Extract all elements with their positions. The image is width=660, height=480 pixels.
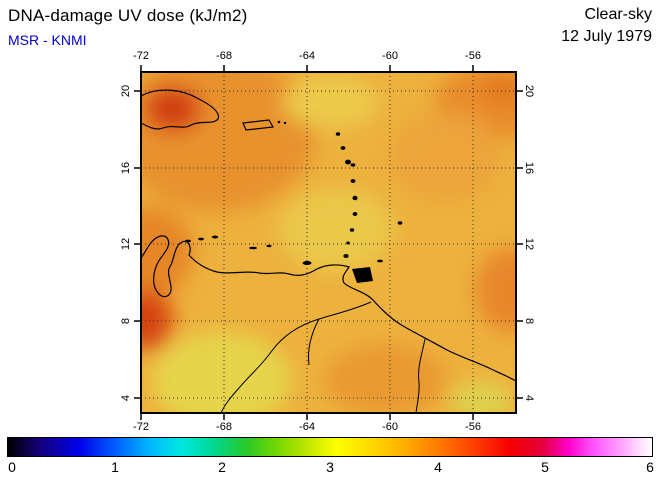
lon-tick-label-bottom: -72 [133,421,149,433]
grenada-island [343,254,349,258]
small-islands [185,120,403,283]
colorbar [7,437,653,457]
colorbar-tick-label: 3 [326,459,334,475]
uv-heatmap-field [141,72,516,413]
lon-tick-label-bottom: -60 [382,421,398,433]
sky-condition-label: Clear-sky [584,6,652,23]
colorbar-tick-label: 6 [646,459,654,475]
source-label: MSR - KNMI [8,32,87,48]
st-vincent-island [349,228,355,232]
lon-tick-label-bottom: -64 [299,421,315,433]
plot-frame [140,71,517,414]
orinoco-river [220,301,372,413]
la-orchila-island [266,244,272,248]
margarita-island [302,261,312,265]
south-america-coastline [141,235,516,382]
barbados-island [397,221,403,225]
curacao-island [198,237,204,241]
lesser-antilles-island [340,146,346,150]
lon-tick-label-bottom: -56 [465,421,481,433]
trinidad-island [352,267,373,283]
orinoco-branch-river [308,318,320,366]
lon-tick-label-top: -56 [465,50,481,62]
colorbar-tick-label: 1 [111,459,119,475]
lon-tick-label-top: -68 [216,50,232,62]
virgin-islands-dot [277,120,281,124]
colorbar-tick-label: 0 [8,459,16,475]
los-roques-island [249,246,257,250]
coastlines [141,89,516,413]
lon-tick-label-top: -64 [299,50,315,62]
tobago-island [377,259,383,263]
bonaire-island [211,235,219,239]
lesser-antilles-island [335,132,341,136]
figure-title: DNA-damage UV dose (kJ/m2) [8,6,248,25]
virgin-islands-dot [283,121,287,125]
essequibo-river [415,338,426,413]
st-lucia-island [352,212,358,216]
guadeloupe-island [345,159,351,165]
dominica-island [350,179,356,183]
grenadines-island [346,241,350,245]
map-panel [134,65,523,420]
colorbar-tick-label: 2 [218,459,226,475]
axis-ticks [134,65,523,420]
lon-tick-label-bottom: -68 [216,421,232,433]
lon-tick-label-top: -60 [382,50,398,62]
graticule-grid [141,72,516,413]
hispaniola-coastline [141,89,220,130]
guadeloupe-island [350,163,356,167]
colorbar-gradient [8,438,652,456]
rivers [220,301,426,413]
puerto-rico-coastline [242,119,274,131]
martinique-island [352,195,358,201]
colorbar-tick-label: 4 [434,459,442,475]
aruba-island [185,239,191,243]
date-label: 12 July 1979 [561,28,652,45]
colorbar-tick-label: 5 [541,459,549,475]
lon-tick-label-top: -72 [133,50,149,62]
